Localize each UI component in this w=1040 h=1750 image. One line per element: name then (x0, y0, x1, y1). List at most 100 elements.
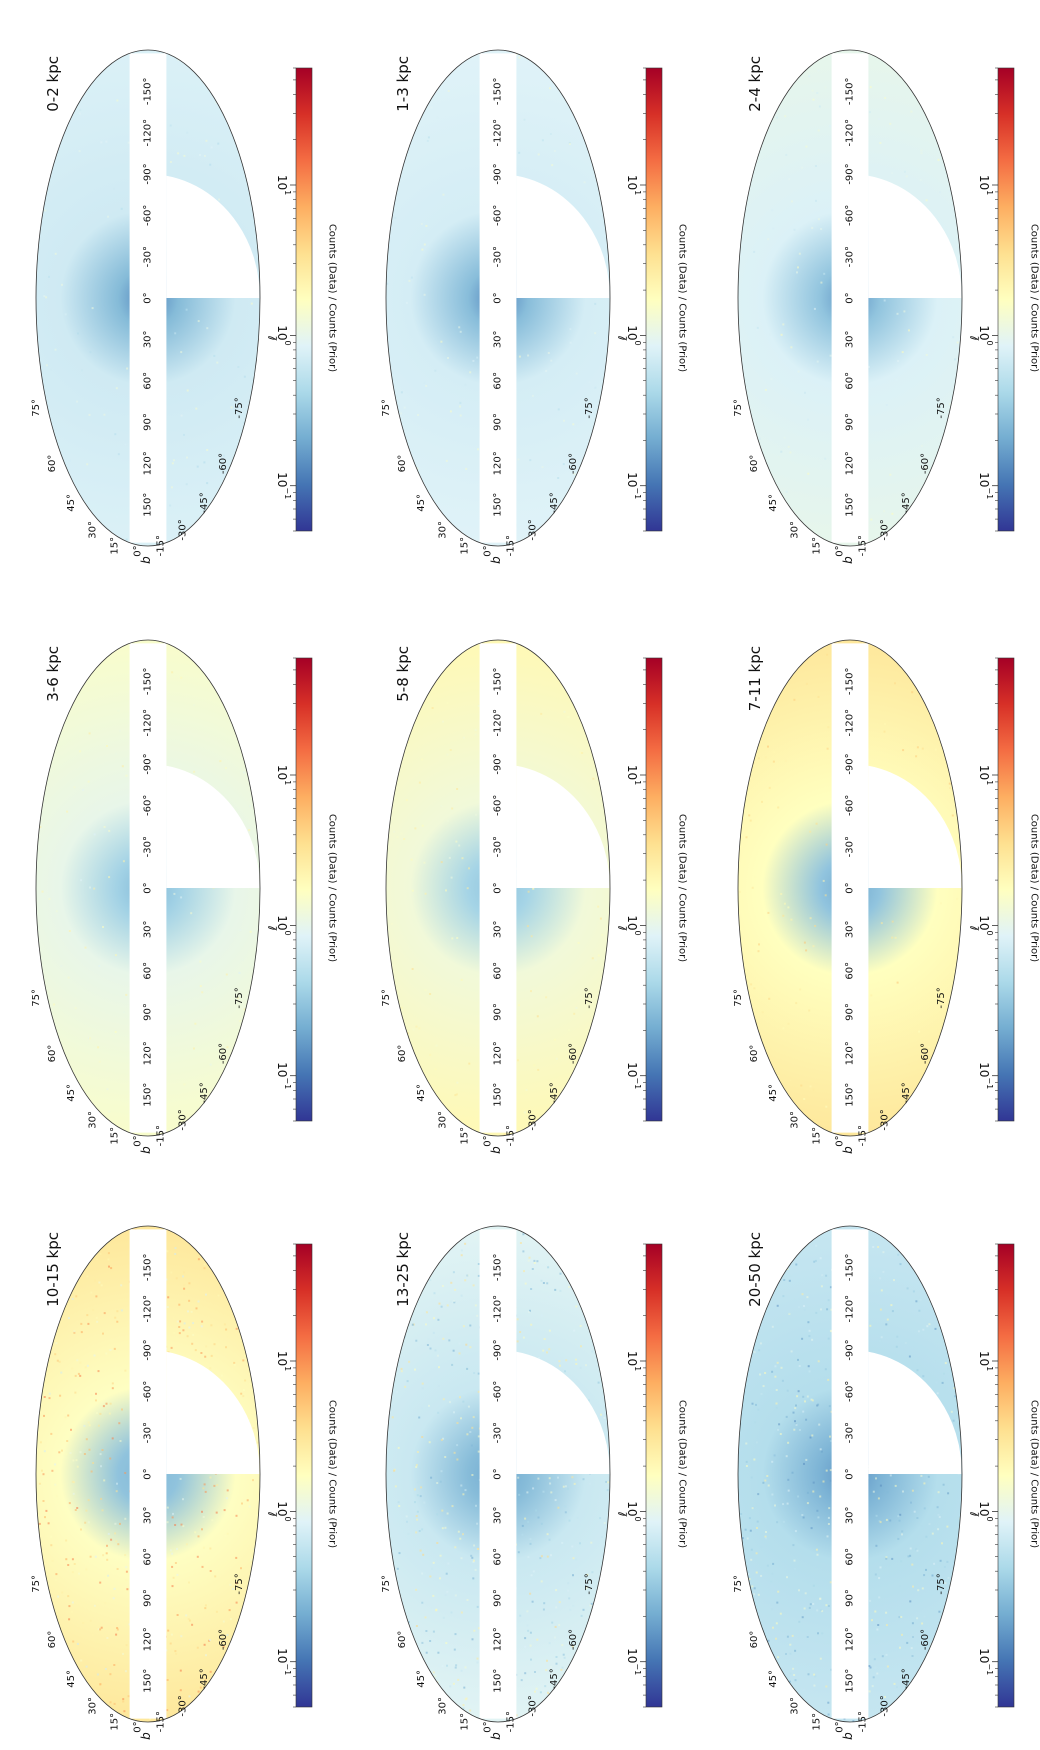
noise-pixel (777, 1656, 780, 1659)
longitude-tick-label: 0° (845, 882, 856, 893)
longitude-tick-label: 0° (493, 1468, 504, 1479)
noise-pixel (442, 720, 444, 723)
noise-pixel (100, 1497, 103, 1500)
noise-pixel (54, 252, 57, 255)
noise-pixel (537, 1068, 540, 1071)
noise-pixel (946, 1690, 949, 1693)
noise-pixel (532, 887, 535, 890)
noise-pixel (199, 1686, 202, 1689)
longitude-tick-label: 0° (845, 1468, 856, 1479)
noise-pixel (220, 1251, 223, 1254)
noise-pixel (223, 454, 225, 457)
noise-pixel (386, 1010, 389, 1013)
noise-pixel (103, 1479, 106, 1482)
noise-pixel (51, 1469, 54, 1472)
noise-pixel (238, 1635, 241, 1638)
noise-pixel (808, 1329, 811, 1332)
noise-pixel (599, 1517, 602, 1520)
noise-pixel (55, 1039, 58, 1042)
noise-pixel (86, 463, 89, 466)
colorbar-tick-label: 10−1 (977, 472, 995, 499)
noise-pixel (569, 1267, 572, 1270)
noise-pixel (237, 56, 240, 59)
noise-pixel (472, 1560, 475, 1563)
noise-pixel (753, 1593, 756, 1596)
longitude-tick-label: 0° (143, 1468, 154, 1479)
noise-pixel (87, 1499, 90, 1502)
longitude-tick-label: 90° (493, 1003, 504, 1021)
noise-pixel (908, 329, 910, 332)
noise-pixel (414, 116, 417, 119)
noise-pixel (36, 1376, 39, 1379)
noise-pixel (50, 1535, 53, 1538)
noise-pixel (82, 788, 84, 791)
noise-pixel (749, 1012, 752, 1015)
noise-pixel (187, 1310, 189, 1313)
noise-pixel (782, 1503, 785, 1506)
noise-pixel (226, 1532, 229, 1535)
longitude-tick-label: -60° (143, 795, 154, 816)
noise-pixel (423, 861, 426, 864)
noise-pixel (916, 746, 919, 749)
noise-pixel (601, 933, 604, 936)
noise-pixel (543, 545, 546, 546)
noise-pixel (394, 1485, 397, 1488)
noise-pixel (388, 1623, 391, 1626)
noise-pixel (940, 1679, 943, 1682)
latitude-tick-label: 45° (66, 1670, 77, 1688)
noise-pixel (826, 653, 829, 656)
noise-pixel (225, 1637, 227, 1640)
noise-pixel (936, 1506, 939, 1509)
noise-pixel (117, 709, 120, 712)
noise-pixel (939, 902, 942, 905)
noise-pixel (958, 1681, 961, 1684)
noise-pixel (215, 1610, 218, 1613)
noise-pixel (909, 1547, 912, 1550)
noise-pixel (81, 665, 84, 668)
noise-pixel (199, 960, 202, 963)
noise-pixel (125, 1566, 128, 1569)
noise-pixel (452, 1349, 455, 1352)
noise-pixel (760, 1574, 763, 1577)
noise-pixel (411, 889, 414, 892)
latitude-tick-label: -45° (549, 1668, 560, 1689)
noise-pixel (591, 1663, 593, 1666)
noise-pixel (953, 1387, 956, 1390)
noise-pixel (523, 1270, 525, 1273)
noise-pixel (573, 1012, 576, 1015)
noise-pixel (557, 1476, 559, 1479)
latitude-tick-label: 60° (749, 1045, 760, 1063)
noise-pixel (564, 82, 567, 85)
longitude-tick-label: 0° (493, 882, 504, 893)
noise-pixel (813, 1260, 816, 1263)
longitude-tick-label: -150° (143, 667, 154, 695)
noise-pixel (550, 359, 553, 362)
noise-pixel (525, 1088, 528, 1091)
noise-pixel (787, 1489, 790, 1492)
noise-pixel (564, 1511, 567, 1514)
map-outline (35, 1225, 261, 1723)
noise-pixel (796, 1395, 799, 1398)
noise-pixel (36, 471, 38, 474)
noise-pixel (561, 1644, 564, 1647)
noise-pixel (817, 695, 820, 698)
noise-pixel (465, 467, 468, 470)
noise-pixel (829, 1479, 832, 1482)
noise-pixel (65, 1453, 68, 1456)
noise-pixel (201, 1565, 204, 1568)
noise-pixel (248, 1505, 251, 1508)
longitude-tick-label: -60° (143, 1381, 154, 1402)
noise-pixel (559, 1289, 562, 1292)
noise-pixel (193, 770, 196, 773)
noise-pixel (52, 1615, 55, 1618)
noise-pixel (390, 1375, 393, 1377)
noise-pixel (897, 1537, 900, 1540)
noise-pixel (79, 750, 82, 753)
noise-pixel (914, 1241, 917, 1243)
noise-pixel (946, 1525, 949, 1528)
noise-pixel (458, 1352, 461, 1355)
noise-pixel (396, 1390, 399, 1393)
noise-pixel (37, 1357, 39, 1360)
noise-pixel (801, 1337, 804, 1340)
panel-title: 0-2 kpc (44, 56, 62, 112)
